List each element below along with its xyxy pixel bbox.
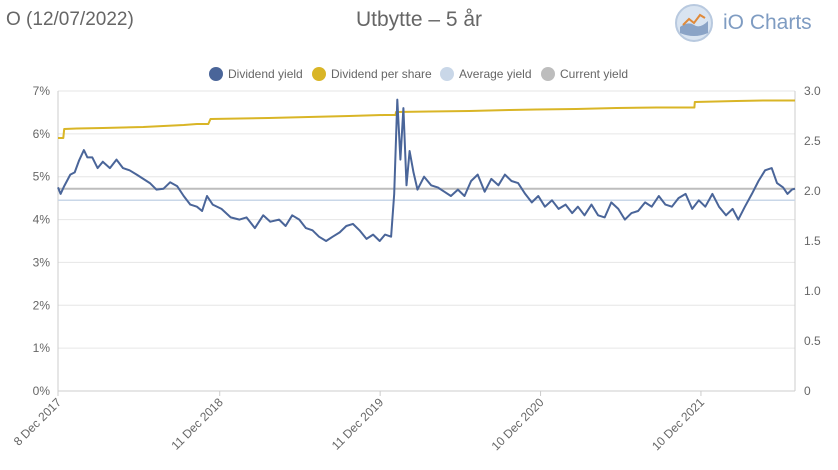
y-right-tick-label: 0 — [804, 384, 811, 398]
x-tick-label: 10 Dec 2020 — [489, 395, 547, 453]
series-line-dividend-yield — [57, 98, 796, 242]
y-right-tick-label: 2.5 — [804, 134, 821, 148]
x-tick-label: 11 Dec 2018 — [168, 395, 226, 453]
y-left-tick-label: 2% — [33, 298, 51, 312]
ticker-date-label: O (12/07/2022) — [6, 9, 134, 30]
y-axis-right: 0 0.5 1.0 1.5 2.0 2.5 3.0 — [804, 84, 821, 398]
series-line-dividend-per-share — [58, 99, 795, 139]
x-axis: 8 Dec 2017 11 Dec 2018 11 Dec 2019 10 Dec 2… — [11, 391, 707, 453]
chart-title: Utbytte – 5 år — [355, 8, 483, 31]
y-left-tick-label: 7% — [33, 84, 51, 98]
x-tick-label: 10 Dec 2021 — [649, 395, 707, 453]
y-left-tick-label: 5% — [33, 170, 51, 184]
brand[interactable]: iO Charts — [674, 3, 812, 43]
y-left-tick-label: 4% — [33, 213, 51, 227]
legend-marker — [209, 67, 223, 81]
y-right-tick-label: 1.0 — [804, 284, 821, 298]
brand-text: iO Charts — [723, 11, 812, 34]
legend-marker — [312, 67, 326, 81]
legend-marker — [440, 67, 454, 81]
series-lines — [57, 98, 796, 242]
legend-label: Current yield — [560, 67, 628, 81]
grid — [57, 90, 796, 392]
legend-label: Dividend yield — [228, 67, 303, 81]
y-left-tick-label: 3% — [33, 255, 51, 269]
y-right-tick-label: 3.0 — [804, 84, 821, 98]
y-left-tick-label: 1% — [33, 341, 51, 355]
legend-label: Average yield — [459, 67, 532, 81]
io-charts-logo-icon — [675, 4, 713, 42]
x-tick-label: 8 Dec 2017 — [11, 395, 65, 449]
y-axis-left: 0% 1% 2% 3% 4% 5% 6% 7% — [33, 84, 51, 398]
x-tick-label: 11 Dec 2019 — [329, 395, 387, 453]
legend-label: Dividend per share — [331, 67, 432, 81]
legend-marker — [541, 67, 555, 81]
y-right-tick-label: 0.5 — [804, 334, 821, 348]
y-left-tick-label: 0% — [33, 384, 51, 398]
y-right-tick-label: 1.5 — [804, 234, 821, 248]
y-right-tick-label: 2.0 — [804, 184, 821, 198]
legend: Dividend yield Dividend per share Average … — [209, 67, 628, 81]
y-left-tick-label: 6% — [33, 127, 51, 141]
